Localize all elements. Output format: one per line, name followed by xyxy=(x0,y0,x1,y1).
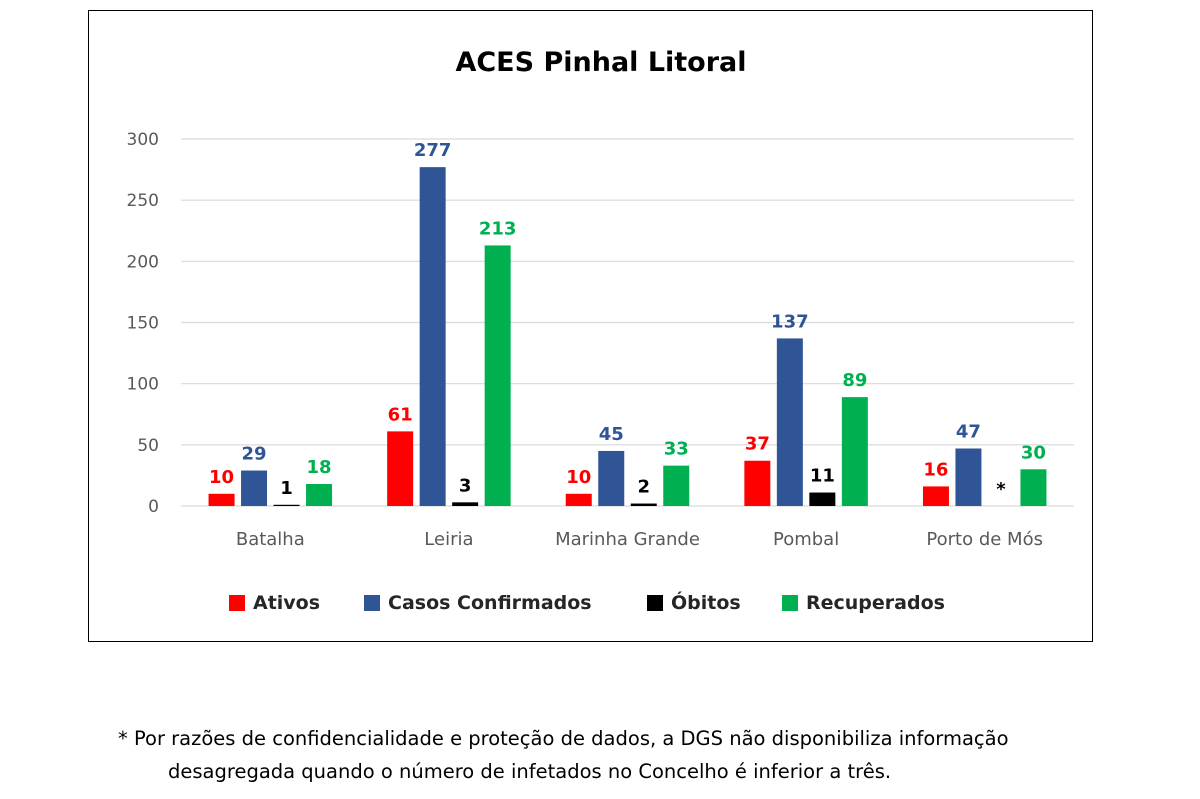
data-labels: 10 29 1 18 61 277 3 213 10 45 2 33 37 137 11 89 16 47 * 30 xyxy=(209,140,1046,500)
bar-óbitos xyxy=(273,504,300,506)
legend-label: Recuperados xyxy=(806,592,945,614)
chart-title: ACES Pinhal Litoral xyxy=(455,47,746,78)
legend-swatch xyxy=(782,595,798,611)
y-tick-label: 50 xyxy=(137,436,159,456)
x-category-label: Porto de Mós xyxy=(926,529,1043,550)
footnote-line-2: desagregada quando o número de infetados… xyxy=(168,760,892,783)
data-label: 277 xyxy=(414,140,452,161)
x-category-label: Pombal xyxy=(773,529,839,550)
bars xyxy=(208,167,1047,507)
legend-swatch xyxy=(364,595,380,611)
legend-swatch xyxy=(647,595,663,611)
y-tick-label: 100 xyxy=(127,375,159,395)
data-label: 37 xyxy=(745,434,770,455)
data-label: 3 xyxy=(459,475,472,496)
bar-ativos xyxy=(565,493,592,506)
footnote-line-1: * Por razões de confidencialidade e prot… xyxy=(118,727,1009,750)
x-category-label: Marinha Grande xyxy=(555,529,700,550)
y-tick-label: 250 xyxy=(127,191,159,211)
data-label: 1 xyxy=(280,478,293,499)
x-category-label: Batalha xyxy=(236,529,305,550)
data-label: 47 xyxy=(956,422,981,443)
legend-label: Óbitos xyxy=(671,590,741,614)
data-label: * xyxy=(996,479,1006,500)
chart-frame: ACES Pinhal Litoral 0 50 100 150 200 250 300 1… xyxy=(88,10,1093,642)
data-label: 33 xyxy=(664,439,689,460)
x-axis-categories: Batalha Leiria Marinha Grande Pombal Porto d… xyxy=(236,529,1043,550)
y-tick-label: 200 xyxy=(127,252,159,272)
data-label: 89 xyxy=(842,370,867,391)
bar-recuperados xyxy=(663,465,690,506)
data-label: 10 xyxy=(566,467,591,488)
data-label: 137 xyxy=(771,311,809,332)
data-label: 16 xyxy=(923,459,948,480)
bar-recuperados xyxy=(484,245,511,506)
bar-chart: ACES Pinhal Litoral 0 50 100 150 200 250 300 1… xyxy=(127,47,1074,614)
data-label: 10 xyxy=(209,467,234,488)
bar-recuperados xyxy=(1020,469,1047,506)
legend-label: Ativos xyxy=(253,592,320,614)
bar-ativos xyxy=(922,486,949,506)
bar-ativos xyxy=(387,431,414,506)
data-label: 30 xyxy=(1021,442,1046,463)
legend-label: Casos Confirmados xyxy=(388,592,592,614)
legend: Ativos Casos Confirmados Óbitos Recuperados xyxy=(229,590,945,614)
bar-casos-confirmados xyxy=(955,448,982,506)
data-label: 2 xyxy=(637,477,650,498)
y-axis-ticks: 0 50 100 150 200 250 300 xyxy=(127,130,159,517)
bar-casos-confirmados xyxy=(598,450,625,506)
gridlines xyxy=(181,138,1074,507)
bar-ativos xyxy=(208,493,235,506)
bar-recuperados xyxy=(841,397,868,506)
footnote: * Por razões de confidencialidade e prot… xyxy=(118,722,1188,788)
bar-casos-confirmados xyxy=(776,338,803,506)
y-tick-label: 0 xyxy=(148,497,159,517)
data-label: 45 xyxy=(599,424,624,445)
y-tick-label: 300 xyxy=(127,130,159,150)
bar-ativos xyxy=(744,460,771,506)
bar-óbitos xyxy=(809,492,836,506)
data-label: 61 xyxy=(388,404,413,425)
data-label: 18 xyxy=(307,457,332,478)
bar-casos-confirmados xyxy=(241,470,268,506)
bar-recuperados xyxy=(306,483,333,506)
y-tick-label: 150 xyxy=(127,314,159,334)
bar-óbitos xyxy=(630,503,657,506)
x-category-label: Leiria xyxy=(424,529,473,550)
bar-casos-confirmados xyxy=(419,167,446,507)
legend-swatch xyxy=(229,595,245,611)
data-label: 29 xyxy=(242,444,267,465)
data-label: 213 xyxy=(479,218,517,239)
bar-óbitos xyxy=(452,502,479,506)
data-label: 11 xyxy=(810,466,835,487)
